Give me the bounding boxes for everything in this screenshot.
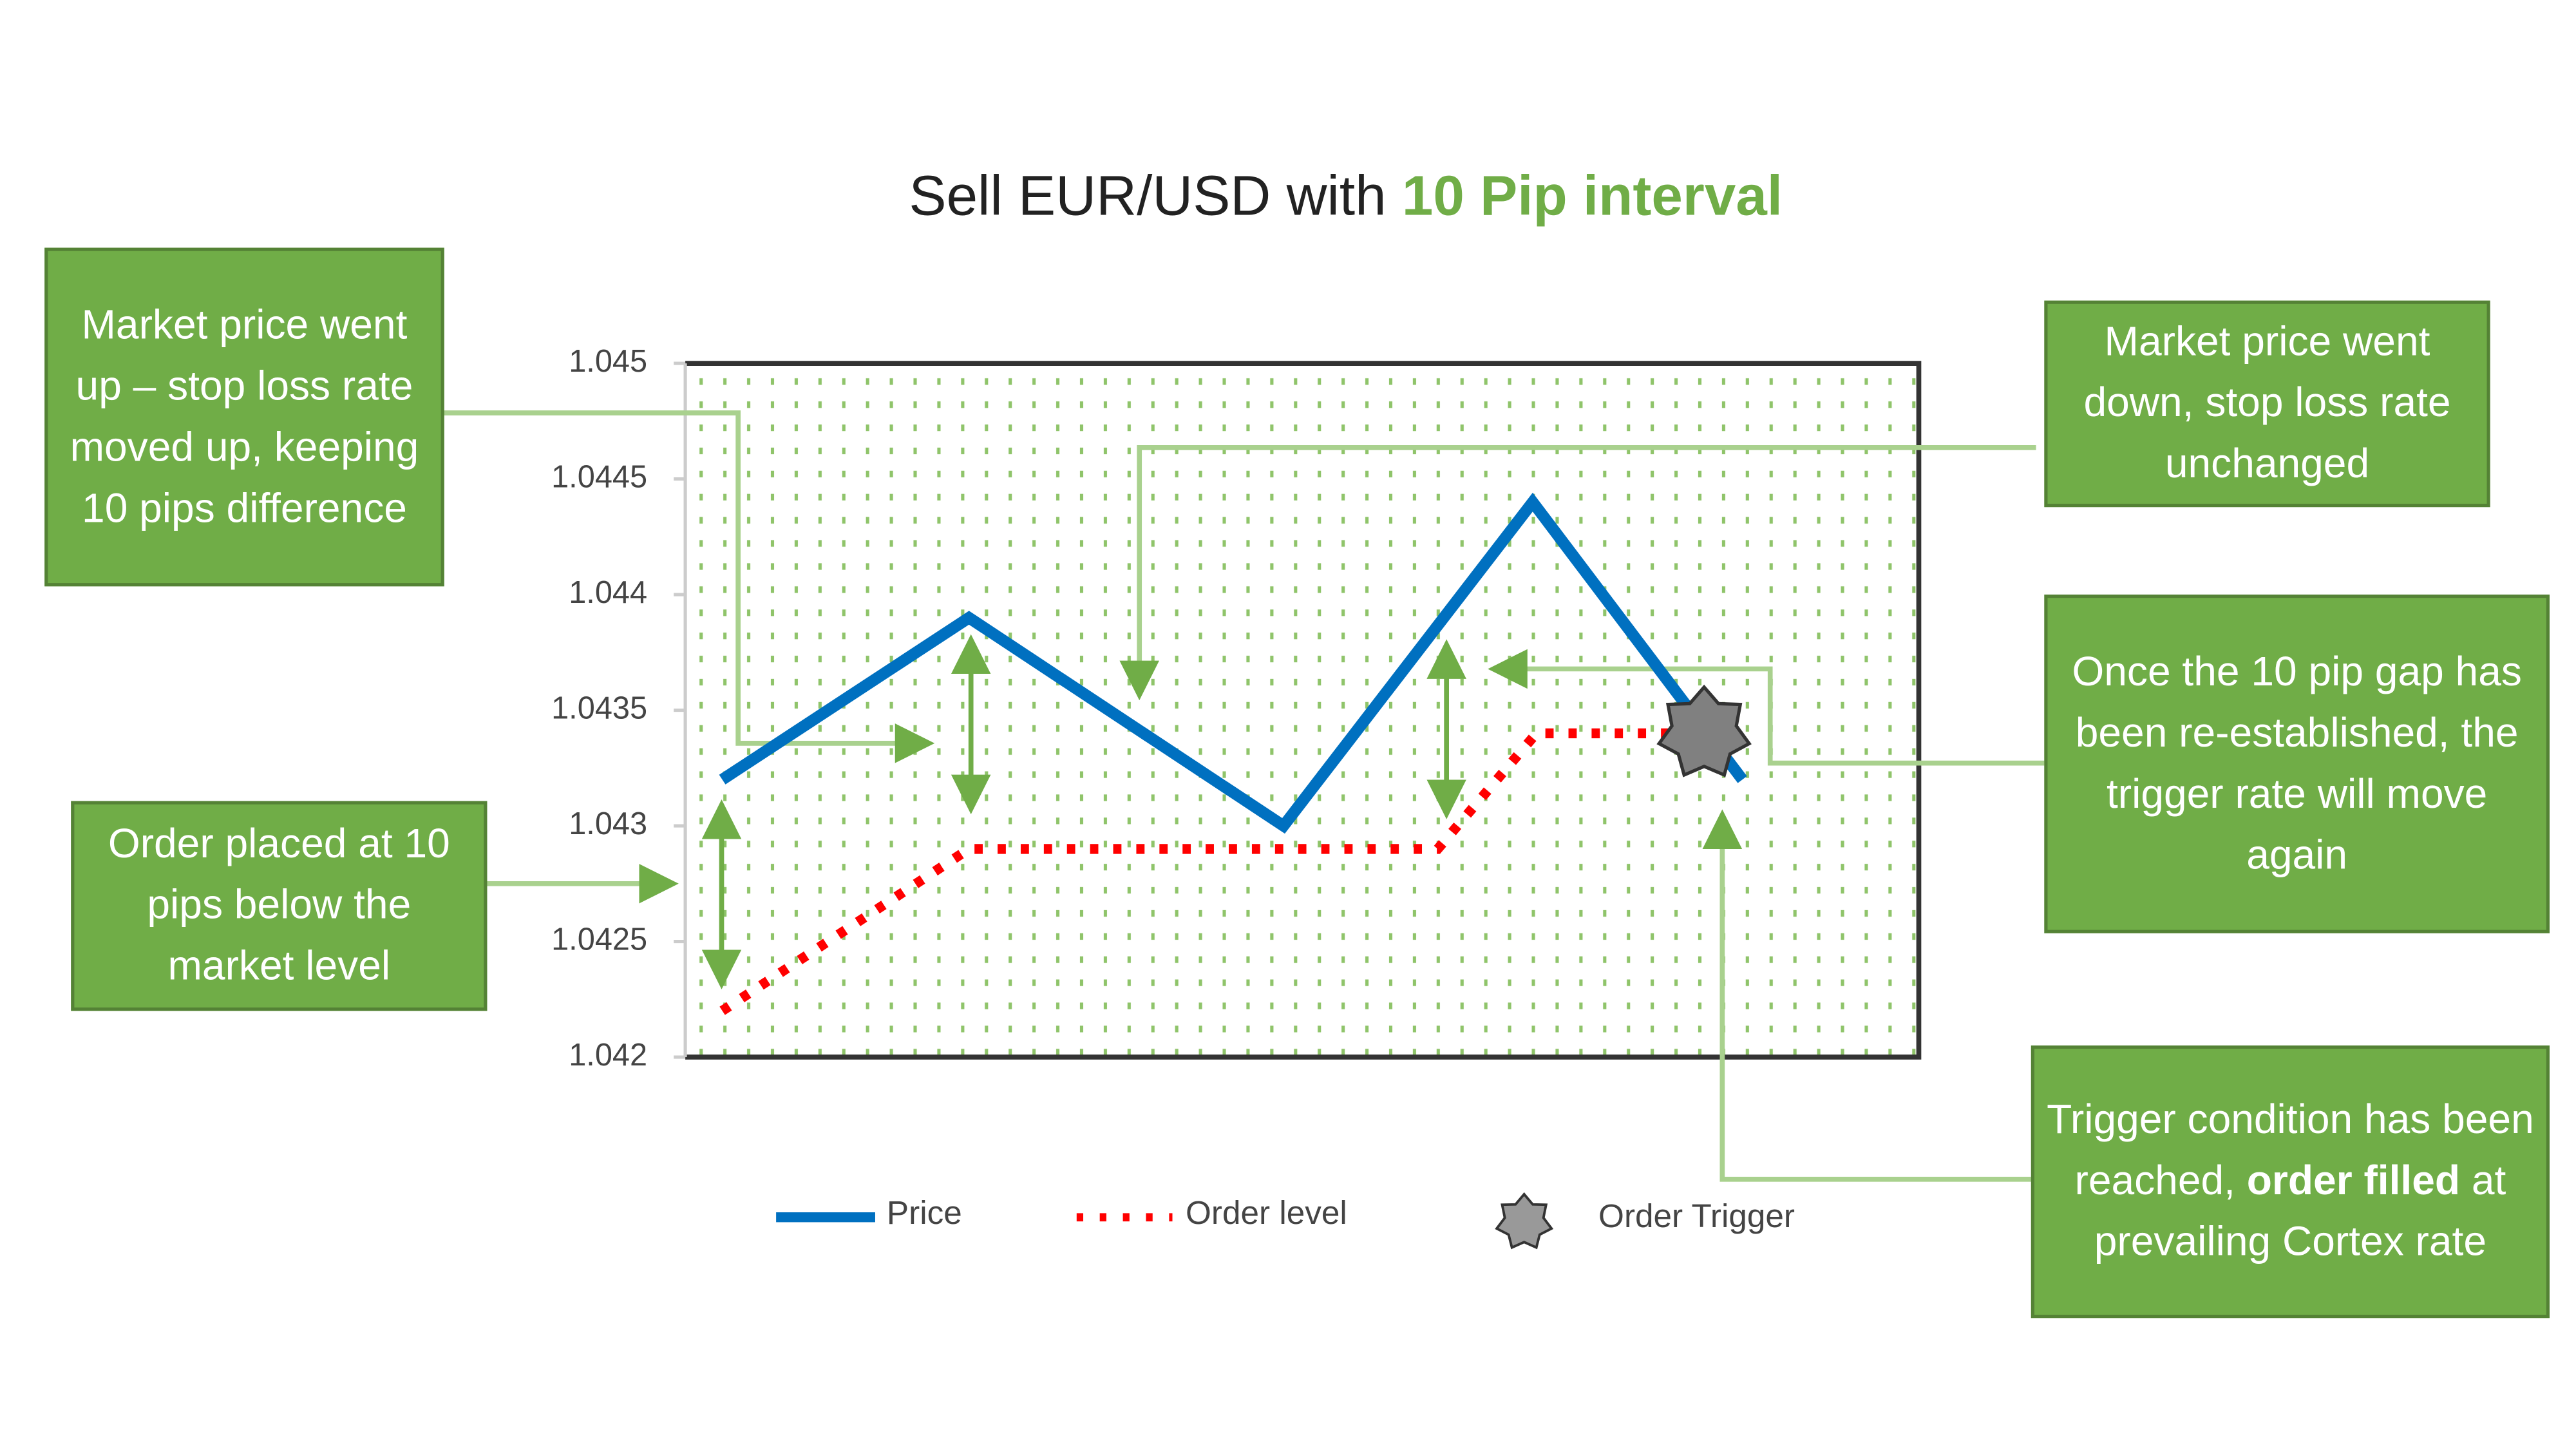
- y-tick-label: 1.045: [569, 345, 648, 380]
- chart-title: Sell EUR/USD with 10 Pip interval: [0, 165, 2576, 229]
- y-tick-label: 1.044: [569, 576, 648, 611]
- connector-3: [1119, 445, 2036, 701]
- legend-order-trigger-icon: [1495, 1192, 1554, 1250]
- series-order-level-line: [719, 728, 1672, 1015]
- annotation-price-went-down: Market price went down, stop loss rate u…: [2044, 300, 2490, 508]
- annotation-trigger-reached: Trigger condition has been reached, orde…: [2031, 1045, 2550, 1319]
- title-text: Sell EUR/USD with: [909, 165, 1387, 228]
- y-tick-label: 1.043: [569, 807, 648, 843]
- y-tick-label: 1.042: [569, 1038, 648, 1074]
- connector-5: [1702, 809, 2031, 1182]
- y-tick-label: 1.0435: [551, 692, 648, 727]
- series-price-line: [719, 492, 1747, 834]
- legend-order-trigger-label: Order Trigger: [1598, 1199, 1795, 1235]
- annotation-text: at prevailing Cortex rate: [2094, 1158, 2506, 1266]
- legend-order-level-label: Order level: [1186, 1196, 1347, 1232]
- annotation-gap-reestablished: Once the 10 pip gap has been re-establis…: [2044, 595, 2550, 933]
- annotation-text: Trigger condition has been reached,: [2047, 1096, 2534, 1205]
- annotation-bold-text: order filled: [2246, 1158, 2461, 1205]
- y-tick-label: 1.0445: [551, 461, 648, 496]
- annotation-order-placed: Order placed at 10 pips below the market…: [71, 801, 488, 1011]
- order-trigger-marker: [1656, 684, 1752, 777]
- connector-4: [1488, 649, 2045, 766]
- y-tick-label: 1.0425: [551, 923, 648, 959]
- legend-price-label: Price: [886, 1196, 962, 1232]
- plot-frame: [685, 361, 1922, 1060]
- annotation-stop-loss-moved-up: Market price went up – stop loss rate mo…: [44, 247, 444, 587]
- title-highlight: 10 Pip interval: [1401, 165, 1783, 228]
- connector-1: [442, 410, 935, 763]
